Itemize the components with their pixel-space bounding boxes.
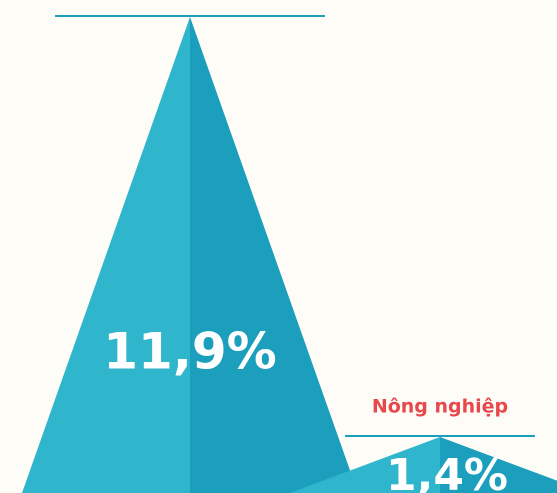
value-label: 11,9% bbox=[103, 323, 276, 381]
value-label: 1,4% bbox=[386, 450, 508, 493]
triangle-left bbox=[290, 437, 440, 493]
triangle-left bbox=[22, 17, 190, 493]
triangle-right bbox=[440, 437, 557, 493]
category-label: Nông nghiệp bbox=[372, 396, 508, 418]
triangle-right bbox=[190, 17, 358, 493]
